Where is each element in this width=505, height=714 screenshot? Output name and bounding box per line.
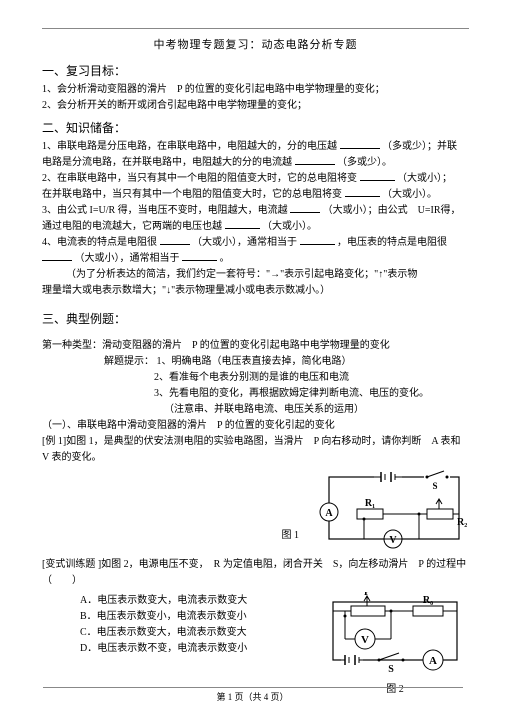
option-d: D．电压表示数不变，电流表示数变小 — [80, 641, 325, 656]
text: （大或小）。 — [382, 189, 437, 200]
blank — [345, 187, 380, 197]
s2-line6: 通过电阻的电流越大，它两端的电压也越 （大或小）。 — [42, 219, 469, 234]
blank — [340, 139, 380, 149]
circuit-diagram-2: P R₀ V — [325, 592, 465, 697]
blank — [160, 235, 190, 245]
figure2-row: A．电压表示数变大，电流表示数变大 B．电压表示数变小，电流表示数变小 C．电压… — [42, 592, 469, 697]
s2-line5: 3、由公式 I=U/R 得，当电压不变时，电阻越大，电流越 （大或小）；由公式 … — [42, 203, 469, 218]
page-title: 中考物理专题复习：动态电路分析专题 — [42, 37, 469, 54]
option-b: B．电压表示数变小，电流表示数变小 — [80, 609, 325, 624]
s2-line8: （大或小），通常相当于 。 — [42, 251, 469, 266]
s1-item1: 1、会分析滑动变阻器的滑片 P 的位置的变化引起电路中电学物理量的变化； — [42, 82, 469, 97]
section1-heading: 一、复习目标： — [42, 62, 469, 80]
voltmeter-label: V — [389, 535, 397, 546]
text: （大或小）。 — [262, 221, 317, 232]
voltmeter-label: V — [361, 634, 369, 646]
text: （多或少）；并联 — [382, 141, 457, 152]
text: （大或小）；由公式 U=IR得， — [323, 205, 461, 216]
s2-line2: 电路是分流电路，在并联电路中，电阻越大的分的电流越 （多或少）。 — [42, 155, 469, 170]
top-rule — [42, 28, 469, 29]
option-a: A．电压表示数变大，电流表示数变大 — [80, 593, 325, 608]
r0-label: R₀ — [423, 595, 433, 606]
ex1-line-a: [例 1]如图 1，是典型的伏安法测电阻的实验电路图，当滑片 P 向右移动时，请… — [42, 434, 469, 449]
hint-line1: 解题提示： 1、明确电路（电压表直接去掉，简化电路） — [104, 354, 469, 369]
text: （大或小），通常相当于 — [192, 237, 297, 248]
figure1-row: 图 1 S A R₁ — [42, 469, 469, 551]
text: ，电压表的特点是电阻很 — [337, 237, 447, 248]
text: （大或小）； — [397, 173, 452, 184]
page-footer: 第 1 页（共 4 页） — [0, 687, 505, 705]
hint-label: 解题提示： — [104, 356, 154, 367]
text: 在并联电路中，当只有其中一个电阻的阻值变大时，它的总电阻将变 — [42, 189, 342, 200]
section3-heading: 三、典型例题： — [42, 310, 469, 328]
text: （大或小），通常相当于 — [75, 253, 180, 264]
r1-label: R₁ — [365, 498, 375, 509]
text: 2、在串联电路中，当只有其中一个电阻的阻值变大时，它的总电阻将变 — [42, 173, 357, 184]
sub1-heading: （一）、串联电路中滑动变阻器的滑片 P 的位置的变化引起的变化 — [42, 418, 469, 433]
ammeter-label: A — [429, 655, 437, 667]
variant1-line-a: [变式训练题 ]如图 2，电源电压不变， R 为定值电阻，闭合开关 S，向左移动… — [42, 557, 469, 572]
blank — [295, 155, 335, 165]
s2-line3: 2、在串联电路中，当只有其中一个电阻的阻值变大时，它的总电阻将变 （大或小）； — [42, 171, 469, 186]
ex1-line-b: V 表的变化。 — [42, 450, 469, 465]
s2-note2: 理量增大或电表示数增大；"↓"表示物理量减小或电表示数减小。） — [42, 283, 469, 298]
fig1-label: 图 1 — [282, 528, 300, 551]
blank — [300, 235, 335, 245]
section2-heading: 二、知识储备： — [42, 119, 469, 137]
footer-rule — [43, 687, 463, 688]
hint3: 3、先看电阻的变化，再根据欧姆定律判断电流、电压的变化。 — [154, 386, 469, 401]
blank — [42, 251, 72, 261]
hint2: 2、看准每个电表分别测的是谁的电压和电流 — [154, 370, 469, 385]
text: （多或少）。 — [337, 157, 392, 168]
switch-label: S — [388, 664, 394, 675]
s2-line7: 4、电流表的特点是电阻很 （大或小），通常相当于 ，电压表的特点是电阻很 — [42, 235, 469, 250]
variant1-line-b: （ ） — [42, 573, 469, 588]
option-c: C．电压表示数变大，电流表示数变大 — [80, 625, 325, 640]
footer-text: 第 1 页（共 4 页） — [216, 692, 288, 702]
switch-label: S — [432, 481, 437, 491]
text: 。 — [220, 253, 230, 264]
circuit-diagram-1: S A R₁ R₂ V — [319, 469, 469, 551]
s2-line1: 1、串联电路是分压电路，在串联电路中，电阻越大的，分的电压越 （多或少）；并联 — [42, 139, 469, 154]
blank — [290, 203, 320, 213]
text: 4、电流表的特点是电阻很 — [42, 237, 157, 248]
p-label: P — [364, 592, 370, 598]
ammeter-label: A — [325, 508, 333, 519]
text: 3、由公式 I=U/R 得，当电压不变时，电阻越大，电流越 — [42, 205, 288, 216]
blank — [225, 219, 260, 229]
s2-note1: （为了分析表达的简洁，我们约定一套符号："→"表示引起电路变化；"↑"表示物 — [66, 267, 469, 282]
s2-line4: 在并联电路中，当只有其中一个电阻的阻值变大时，它的总电阻将变 （大或小）。 — [42, 187, 469, 202]
text: 1、串联电路是分压电路，在串联电路中，电阻越大的，分的电压越 — [42, 141, 337, 152]
blank — [360, 171, 395, 181]
text: 通过电阻的电流越大，它两端的电压也越 — [42, 221, 222, 232]
hint1: 1、明确电路（电压表直接去掉，简化电路） — [157, 356, 352, 367]
blank — [182, 251, 217, 261]
s1-item2: 2、会分析开关的断开或闭合引起电路中电学物理量的变化； — [42, 98, 469, 113]
text: 电路是分流电路，在并联电路中，电阻越大的分的电流越 — [42, 157, 292, 168]
hint3b: （注意串、并联电路电流、电压关系的运用） — [164, 402, 469, 417]
type1-heading: 第一种类型：滑动变阻器的滑片 P 的位置的变化引起电路中电学物理量的变化 — [42, 338, 469, 353]
